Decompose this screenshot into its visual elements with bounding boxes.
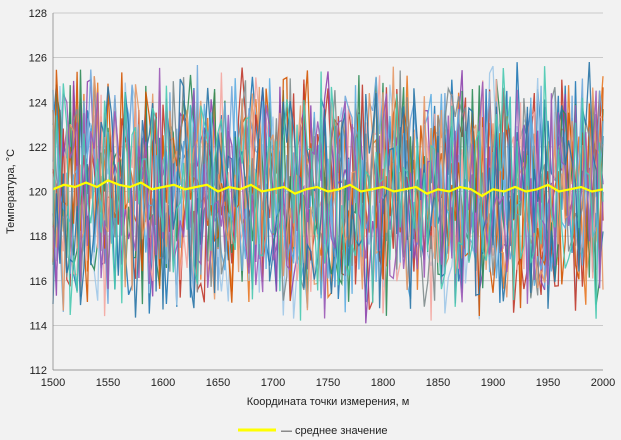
y-tick-label: 120 [29, 187, 47, 199]
x-tick-label: 1550 [96, 377, 120, 389]
y-tick-label: 116 [29, 276, 47, 288]
y-tick-label: 118 [29, 231, 47, 243]
x-tick-label: 1950 [536, 377, 560, 389]
temperature-trace [52, 66, 604, 321]
y-tick-label: 122 [29, 142, 47, 154]
y-tick-label: 128 [29, 8, 47, 20]
x-tick-label: 1700 [261, 377, 285, 389]
x-tick-label: 1600 [151, 377, 175, 389]
x-tick-label: 2000 [591, 377, 615, 389]
y-tick-label: 126 [29, 53, 47, 65]
y-axis-title: Температура, °С [5, 149, 17, 234]
y-tick-label: 112 [29, 365, 47, 377]
x-tick-label: 1750 [316, 377, 340, 389]
axes: 112 114 116 118 120 122 124 126 128 1500 1550 1600 1… [29, 8, 616, 389]
x-tick-label: 1500 [41, 377, 65, 389]
x-tick-label: 1900 [481, 377, 505, 389]
temperature-traces [52, 61, 604, 324]
y-tick-label: 114 [29, 320, 47, 332]
x-tick-label: 1650 [206, 377, 230, 389]
legend-label: — среднее значение [281, 425, 388, 437]
mean-line [52, 179, 604, 198]
temperature-trace [52, 67, 604, 319]
x-tick-label: 1800 [371, 377, 395, 389]
x-axis-title: Координата точки измерения, м [247, 396, 410, 408]
mean-series [52, 179, 604, 198]
x-tick-label: 1850 [426, 377, 450, 389]
y-tick-label: 124 [29, 97, 47, 109]
